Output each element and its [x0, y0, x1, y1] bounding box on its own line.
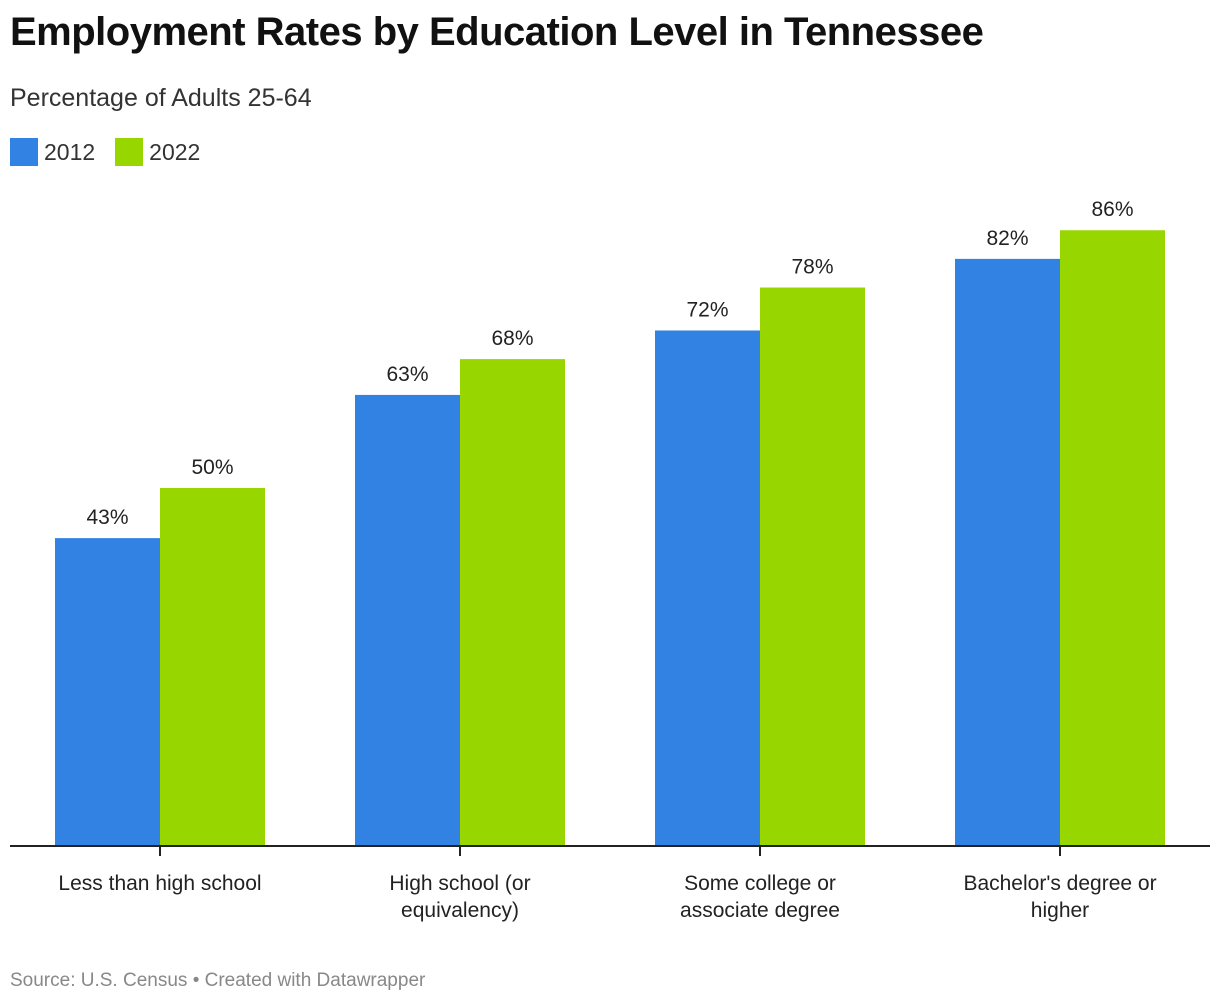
x-tick-label-3: Bachelor's degree or higher	[963, 872, 1156, 922]
data-label-2022-2: 78%	[791, 256, 833, 279]
legend-item-2022: 2022	[115, 138, 200, 166]
legend-swatch-2012	[10, 138, 38, 166]
chart-title: Employment Rates by Education Level in T…	[10, 10, 984, 54]
legend: 2012 2022	[10, 138, 220, 166]
bar-2012-0	[55, 538, 160, 846]
legend-label-2022: 2022	[149, 138, 201, 165]
bar-2022-1	[460, 359, 565, 846]
legend-label-2012: 2012	[44, 138, 96, 165]
source-footer: Source: U.S. Census • Created with Dataw…	[10, 970, 426, 991]
bar-2012-2	[655, 330, 760, 847]
data-label-2012-3: 82%	[986, 227, 1028, 250]
data-label-2022-0: 50%	[191, 456, 233, 479]
bar-2012-1	[355, 394, 460, 846]
bar-2022-3	[1060, 230, 1165, 847]
bar-2022-0	[160, 488, 265, 846]
data-label-2022-3: 86%	[1091, 198, 1133, 221]
bar-chart: 43% 50% Less than high school 63% 68% High sc…	[10, 198, 1210, 922]
bar-2022-2	[760, 287, 865, 846]
legend-swatch-2022	[115, 138, 144, 166]
data-label-2012-0: 43%	[86, 506, 128, 529]
x-tick-label-0: Less than high school	[58, 872, 261, 895]
x-tick-label-1: High school (or equivalency)	[389, 872, 530, 922]
x-tick-label-2: Some college or associate degree	[680, 872, 840, 922]
data-label-2022-1: 68%	[491, 327, 533, 350]
chart-subtitle: Percentage of Adults 25-64	[10, 84, 312, 112]
bar-2012-3	[955, 258, 1060, 846]
legend-item-2012: 2012	[10, 138, 95, 166]
data-label-2012-2: 72%	[686, 298, 728, 321]
data-label-2012-1: 63%	[386, 363, 428, 386]
